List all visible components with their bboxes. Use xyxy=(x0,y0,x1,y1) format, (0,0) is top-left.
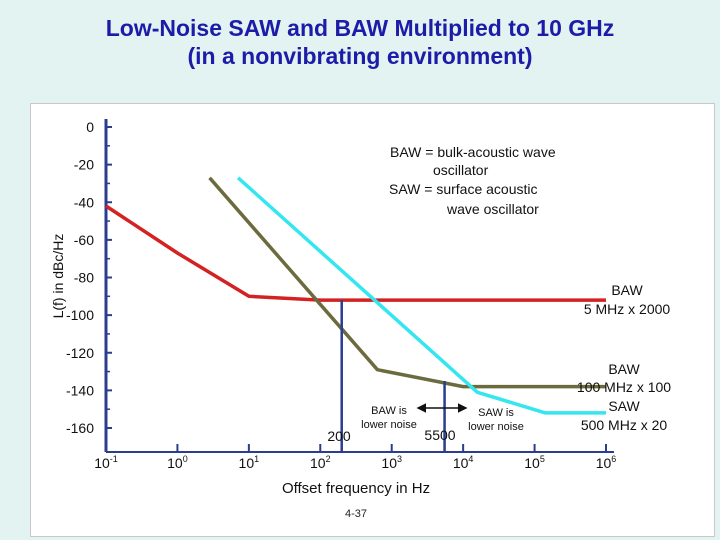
baw-lower-noise-line-1: BAW is xyxy=(371,405,407,417)
label-baw5-line-2: 5 MHz x 2000 xyxy=(584,301,671,317)
legend-line-4: wave oscillator xyxy=(446,201,539,217)
x-tick-label: 101 xyxy=(239,454,260,471)
legend-definitions: BAW = bulk-acoustic wave oscillator SAW … xyxy=(389,144,556,217)
x-axis-title: Offset frequency in Hz xyxy=(282,480,430,497)
plot-panel xyxy=(30,103,715,537)
x-tick-label: 103 xyxy=(381,454,402,471)
series-line-baw100 xyxy=(208,176,606,389)
x-tick-label: 104 xyxy=(453,454,474,471)
y-tick-label: -120 xyxy=(66,345,94,361)
y-tick-label: -160 xyxy=(66,420,94,436)
legend-line-1: BAW = bulk-acoustic wave xyxy=(390,144,556,160)
x-tick-label: 105 xyxy=(524,454,545,471)
y-tick-label: -60 xyxy=(74,232,94,248)
x-tick-label: 100 xyxy=(167,454,188,471)
chart-title-line-1: Low-Noise SAW and BAW Multiplied to 10 G… xyxy=(105,15,615,41)
crossover-200-label: 200 xyxy=(327,428,351,444)
y-tick-label: -40 xyxy=(74,194,94,210)
x-tick-label: 102 xyxy=(310,454,331,471)
label-baw100-line-2: 100 MHz x 100 xyxy=(577,379,671,395)
y-tick-label: -100 xyxy=(66,307,94,323)
legend-line-2: oscillator xyxy=(433,162,489,178)
label-saw500-line-1: SAW xyxy=(608,398,640,414)
page-number: 4-37 xyxy=(345,508,368,520)
chart-title-line-2: (in a nonvibrating environment) xyxy=(187,43,533,70)
saw-lower-noise-line-1: SAW is xyxy=(478,407,514,419)
x-tick-label: 10-1 xyxy=(94,454,118,471)
crossover-5500-label: 5500 xyxy=(424,427,455,443)
y-tick-label: -140 xyxy=(66,382,94,398)
saw-lower-noise-line-2: lower noise xyxy=(468,421,524,433)
y-axis-title: L(f) in dBc/Hz xyxy=(50,234,66,319)
legend-line-3: SAW = surface acoustic xyxy=(389,181,537,197)
series-line-saw500 xyxy=(236,176,606,415)
baw-lower-noise-line-2: lower noise xyxy=(361,419,417,431)
series-line-baw5 xyxy=(105,204,606,302)
chart-title: Low-Noise SAW and BAW Multiplied to 10 G… xyxy=(0,14,720,70)
y-tick-label: 0 xyxy=(86,119,94,135)
label-baw100-line-1: BAW xyxy=(608,361,640,377)
y-tick-label: -20 xyxy=(74,157,94,173)
label-baw5-line-1: BAW xyxy=(611,282,643,298)
y-tick-label: -80 xyxy=(74,270,94,286)
x-tick-label: 106 xyxy=(596,454,617,471)
label-saw500-line-2: 500 MHz x 20 xyxy=(581,417,668,433)
